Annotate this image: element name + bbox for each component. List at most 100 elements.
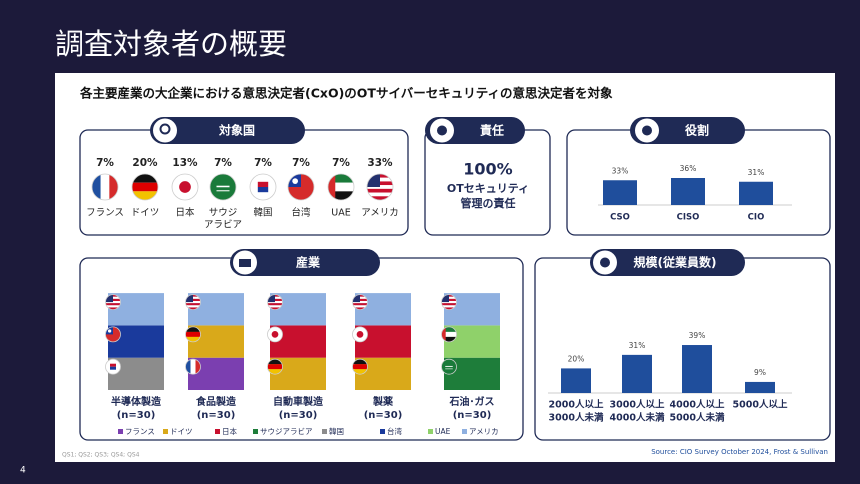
flag-border <box>185 358 201 375</box>
bar-value-label: 36% <box>680 164 697 173</box>
flag-icon <box>352 294 368 310</box>
category-label: 自動車製造 <box>273 395 324 408</box>
pill: 規模(従業員数) <box>590 249 745 276</box>
legend-swatch <box>428 429 433 434</box>
page-number: 4 <box>20 466 26 476</box>
category-label: 食品製造 <box>195 395 237 408</box>
bar-value-label: 9% <box>754 368 766 377</box>
flag-part <box>132 191 158 200</box>
pill: 対象国 <box>150 117 305 144</box>
category-label: CIO <box>748 213 765 223</box>
category-label: 2000人以上 <box>549 399 604 411</box>
bar-value-label: 39% <box>689 331 706 340</box>
category-label: 4000人以上 <box>670 399 725 411</box>
pill: 役割 <box>630 117 745 144</box>
sample-size: (n=30) <box>197 410 236 421</box>
legend-label: UAE <box>435 427 451 436</box>
bar <box>745 381 775 393</box>
legend-swatch <box>118 429 123 434</box>
flag-icon <box>250 174 276 200</box>
bar-value-label: 31% <box>629 341 646 350</box>
flag-part <box>185 303 201 306</box>
legend-swatch <box>462 429 467 434</box>
flag-part <box>441 307 457 310</box>
country-label: UAE <box>331 208 350 219</box>
flag-border <box>441 358 457 375</box>
flag-part <box>110 366 116 370</box>
flag-part <box>352 359 368 365</box>
bar-value-label: 31% <box>748 168 765 177</box>
flag-border <box>287 173 315 201</box>
flag-icon <box>367 174 393 200</box>
flag-icon <box>92 174 118 200</box>
flag-part <box>292 178 299 185</box>
flag-border <box>352 358 368 375</box>
flag-border <box>105 326 121 343</box>
bar-value-label: 33% <box>612 166 629 175</box>
country-share: 7% <box>292 157 310 169</box>
flag-icon <box>105 359 121 375</box>
flag-part <box>92 174 101 200</box>
legend-label: ドイツ <box>170 427 193 436</box>
flag-part <box>267 305 283 308</box>
flag-icon <box>105 326 121 342</box>
flag-icon <box>267 294 283 310</box>
flag-part <box>328 174 336 200</box>
legend-label: 日本 <box>222 426 237 436</box>
legend-swatch <box>163 429 168 434</box>
flag-part <box>352 294 360 303</box>
flag-border <box>327 173 355 201</box>
slide-title: 調査対象者の概要 <box>55 27 287 61</box>
pill: 産業 <box>230 249 380 276</box>
legend-swatch <box>380 429 385 434</box>
country-share: 7% <box>96 157 114 169</box>
flag-border <box>91 173 119 201</box>
legend-label: 韓国 <box>329 426 344 436</box>
flag-border <box>352 294 368 310</box>
flag-part <box>195 359 201 375</box>
flag-part <box>367 196 393 200</box>
flag-part <box>267 359 283 365</box>
category-label: 製薬 <box>372 395 394 408</box>
flag-border <box>105 358 121 375</box>
flag-border <box>267 294 283 310</box>
flag-border <box>105 294 121 310</box>
sample-size: (n=30) <box>279 410 318 421</box>
flag-part <box>367 192 393 197</box>
flag-icon <box>352 326 368 342</box>
flag-part <box>185 359 191 375</box>
flag-part <box>267 364 283 370</box>
flag-part <box>445 368 453 370</box>
flag-part <box>105 307 121 310</box>
flag-part <box>441 305 457 308</box>
legend-swatch <box>253 429 258 434</box>
category-label: 5000人以上 <box>733 399 788 411</box>
flag-border <box>441 294 457 310</box>
category-label: 3000人未満 <box>549 412 604 424</box>
flag-border <box>267 326 283 343</box>
flag-part <box>190 359 196 375</box>
flag-part <box>105 294 113 303</box>
flag-border <box>131 173 159 201</box>
flag-part <box>328 174 354 183</box>
sample-size: (n=30) <box>364 410 403 421</box>
flag-part <box>216 190 230 192</box>
flag-part <box>441 326 446 342</box>
category-label: CSO <box>610 213 630 223</box>
flag-part <box>185 294 193 303</box>
bar <box>671 178 705 205</box>
subtitle: 各主要産業の大企業における意思決定者(CxO)のOTサイバーセキュリティの意思決… <box>79 86 613 101</box>
flag-icon <box>267 359 283 375</box>
flag-part <box>441 294 449 303</box>
legend-label: 台湾 <box>387 426 402 436</box>
legend-label: サウジアラビア <box>260 427 313 436</box>
flag-border <box>352 326 368 343</box>
flag-part <box>109 174 118 200</box>
category-label: 石油･ガス <box>449 395 495 408</box>
flag-border <box>249 173 277 201</box>
flag-part <box>267 294 275 303</box>
flag-part <box>352 307 368 310</box>
legend-swatch <box>322 429 327 434</box>
bar <box>739 181 773 205</box>
